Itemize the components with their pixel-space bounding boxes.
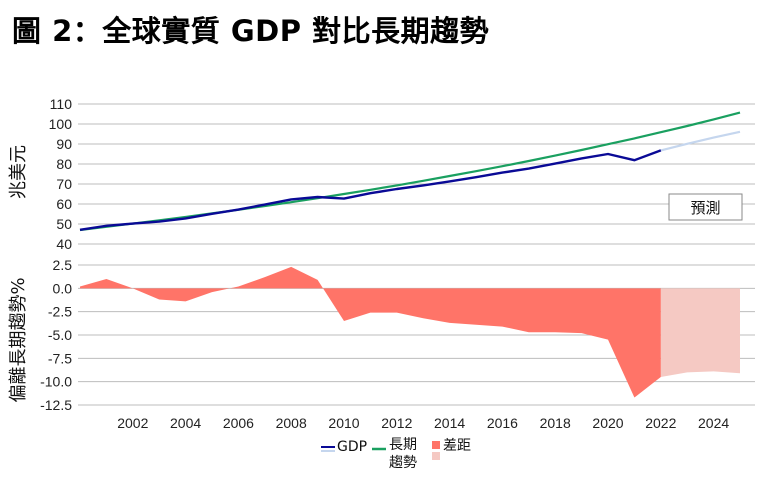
gap-area — [80, 266, 661, 398]
x-tick-label: 2010 — [328, 415, 359, 431]
top-gridlines — [78, 103, 755, 245]
x-tick-label: 2022 — [645, 415, 676, 431]
bottom-y-tick-label: 2.5 — [53, 257, 73, 273]
x-tick-label: 2016 — [487, 415, 518, 431]
legend-gap-swatch — [432, 441, 440, 449]
top-y-tick-label: 110 — [50, 96, 73, 112]
top-y-tick-label: 90 — [56, 136, 72, 152]
legend-gdp-label: GDP — [337, 439, 367, 455]
bottom-y-tick-label: 0.0 — [53, 280, 73, 296]
bottom-y-tick-label: -2.5 — [48, 304, 72, 320]
top-y-tick-label: 60 — [56, 196, 72, 212]
x-tick-label: 2018 — [540, 415, 571, 431]
legend-gap-label: 差距 — [443, 438, 471, 454]
x-tick-label: 2008 — [276, 415, 307, 431]
x-tick-label: 2012 — [381, 415, 412, 431]
legend-trend-label-1: 長期 — [389, 437, 417, 453]
chart-title: 圖 2：全球實質 GDP 對比長期趨勢 — [12, 14, 490, 48]
top-y-tick-label: 80 — [56, 156, 72, 172]
x-tick-label: 2024 — [698, 415, 729, 431]
x-axis-ticks: 2002 2004 2006 2008 2010 2012 2014 2016 2018 2020… — [117, 415, 729, 431]
forecast-annotation: 預測 — [668, 193, 743, 221]
bottom-y-tick-label: -12.5 — [40, 397, 72, 413]
top-y-axis-ticks: 40 50 60 70 80 90 100 110 — [49, 96, 73, 252]
bottom-y-tick-label: -5.0 — [48, 327, 72, 343]
top-y-axis-label: 兆美元 — [8, 145, 29, 199]
top-y-tick-label: 100 — [49, 116, 73, 132]
top-y-tick-label: 70 — [56, 176, 72, 192]
bottom-y-axis-label: 偏離長期趨勢% — [8, 277, 29, 402]
x-tick-label: 2014 — [434, 415, 465, 431]
top-series-lines — [79, 111, 741, 232]
bottom-y-axis-ticks: 2.5 0.0 -2.5 -5.0 -7.5 -10.0 -12.5 — [40, 257, 72, 413]
bottom-gap-areas — [80, 266, 740, 398]
top-y-tick-label: 50 — [56, 216, 72, 232]
legend-gap-forecast-swatch — [432, 452, 440, 460]
legend-trend-label-2: 趨勢 — [389, 455, 417, 471]
x-tick-label: 2004 — [170, 415, 201, 431]
gap-forecast-area — [660, 288, 740, 377]
top-y-tick-label: 40 — [56, 236, 72, 252]
gdp-forecast-line — [660, 130, 741, 152]
forecast-label: 預測 — [690, 199, 720, 217]
gdp-line — [79, 149, 662, 231]
legend: GDP 長期 趨勢 差距 — [321, 437, 471, 471]
trend-line — [79, 111, 741, 232]
bottom-y-tick-label: -10.0 — [40, 374, 72, 390]
bottom-y-tick-label: -7.5 — [48, 350, 72, 366]
x-tick-label: 2020 — [592, 415, 623, 431]
x-tick-label: 2006 — [223, 415, 254, 431]
x-tick-label: 2002 — [117, 415, 148, 431]
